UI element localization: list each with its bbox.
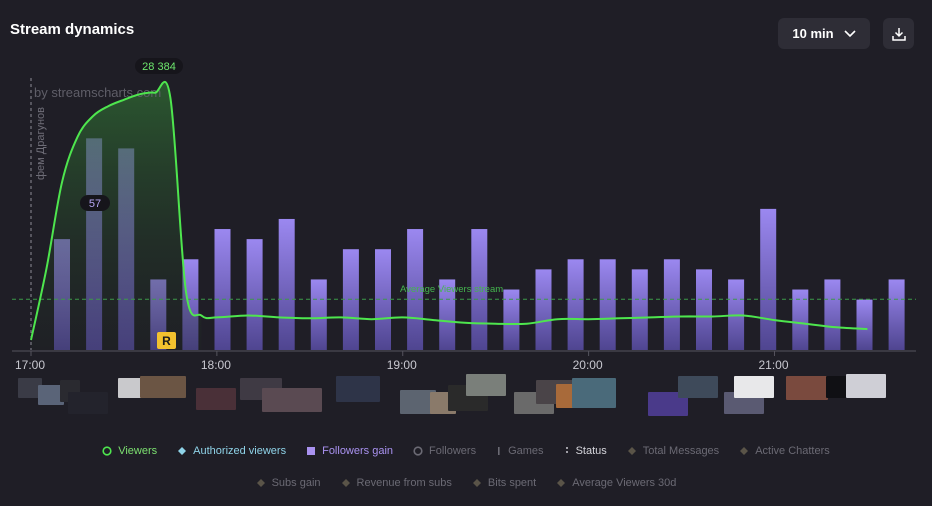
chart-title: Stream dynamics — [10, 21, 135, 38]
average-viewers-label: Average Viewers stream — [400, 284, 503, 295]
legend-item-viewers[interactable]: Viewers — [102, 445, 157, 457]
legend-label: Total Messages — [642, 445, 720, 457]
time-range-dropdown[interactable]: 10 min — [778, 18, 870, 49]
game-thumbnail[interactable] — [68, 392, 108, 414]
diamond-icon — [472, 478, 482, 488]
followers-peak-badge: 57 — [80, 195, 110, 211]
followers-gain-bar[interactable] — [471, 229, 488, 350]
legend-row-primary: Viewers Authorized viewers Followers gain F… — [0, 445, 932, 457]
game-thumbnail[interactable] — [466, 374, 506, 396]
legend-item-followers[interactable]: Followers — [413, 445, 476, 457]
followers-gain-bar[interactable] — [503, 289, 520, 350]
viewers-line — [30, 81, 868, 341]
game-thumbnail[interactable] — [572, 378, 616, 408]
diamond-icon — [256, 478, 266, 488]
legend-item-games[interactable]: Games — [496, 445, 544, 457]
followers-gain-bar[interactable] — [246, 239, 263, 350]
watermark: by streamscharts.com — [34, 85, 161, 100]
x-axis-tick-label: 18:00 — [201, 358, 231, 372]
legend-label: Games — [508, 445, 544, 457]
followers-gain-bar[interactable] — [856, 299, 873, 350]
circle-icon — [413, 446, 423, 456]
game-thumbnail[interactable] — [826, 376, 852, 398]
diamond-icon — [177, 446, 187, 456]
followers-gain-bar[interactable] — [631, 269, 648, 350]
followers-gain-bar[interactable] — [439, 279, 456, 350]
followers-gain-bar[interactable] — [535, 269, 552, 350]
circle-icon — [102, 446, 112, 456]
followers-gain-bar[interactable] — [567, 259, 584, 350]
stream-chart: фем Драгунов by streamscharts.com Averag… — [12, 58, 916, 372]
game-thumbnail[interactable] — [846, 374, 886, 398]
legend-label: Status — [575, 445, 607, 457]
viewers-area — [31, 81, 202, 351]
status-label: фем Драгунов — [35, 107, 47, 180]
followers-gain-bar[interactable] — [696, 269, 712, 350]
legend-label: Bits spent — [487, 477, 537, 489]
legend-label: Active Chatters — [755, 445, 830, 457]
legend-label: Average Viewers 30d — [572, 477, 677, 489]
legend-item-revenue-from-subs[interactable]: Revenue from subs — [341, 477, 452, 489]
rockstar-game-icon: R — [157, 332, 176, 349]
viewers-peak-badge: 28 384 — [135, 58, 183, 74]
game-thumbnail[interactable] — [786, 376, 828, 400]
legend-label: Followers gain — [322, 445, 394, 457]
diamond-icon — [739, 446, 749, 456]
followers-gain-bar[interactable] — [407, 229, 424, 350]
game-thumbnail[interactable] — [140, 376, 186, 398]
square-icon — [306, 446, 316, 456]
legend-label: Revenue from subs — [356, 477, 452, 489]
game-thumbnail[interactable] — [678, 376, 718, 398]
game-thumbnail[interactable] — [196, 388, 236, 410]
legend-label: Authorized viewers — [193, 445, 287, 457]
followers-gain-bar[interactable] — [792, 289, 809, 350]
diamond-icon — [627, 446, 637, 456]
followers-gain-bar[interactable] — [214, 229, 231, 350]
bar-icon — [496, 446, 502, 456]
legend-item-followers-gain[interactable]: Followers gain — [306, 445, 393, 457]
svg-text:R: R — [162, 334, 171, 348]
legend-item-total-messages[interactable]: Total Messages — [627, 445, 719, 457]
followers-gain-bar[interactable] — [663, 259, 680, 350]
game-thumbnail[interactable] — [336, 376, 380, 402]
game-thumbnail[interactable] — [118, 378, 144, 398]
followers-gain-bar[interactable] — [760, 208, 777, 350]
legend-label: Followers — [429, 445, 477, 457]
game-thumbnail[interactable] — [38, 385, 64, 405]
diamond-icon — [341, 478, 351, 488]
dotted-line-icon — [564, 446, 570, 456]
followers-gain-bar[interactable] — [310, 279, 327, 350]
x-axis-tick-label: 21:00 — [758, 358, 788, 372]
x-axis-tick-label: 17:00 — [15, 358, 45, 372]
game-thumbnail[interactable] — [734, 376, 774, 398]
legend-item-average-viewers-30d[interactable]: Average Viewers 30d — [556, 477, 676, 489]
followers-gain-bar[interactable] — [888, 279, 905, 350]
legend-label: Viewers — [118, 445, 158, 457]
legend-item-authorized-viewers[interactable]: Authorized viewers — [177, 445, 286, 457]
x-axis-tick-label: 20:00 — [573, 358, 603, 372]
chevron-down-icon — [844, 29, 856, 37]
legend-item-status[interactable]: Status — [564, 445, 607, 457]
legend-item-bits-spent[interactable]: Bits spent — [472, 477, 536, 489]
viewers-peak-value: 28 384 — [142, 61, 176, 73]
legend-label: Subs gain — [271, 477, 321, 489]
game-thumbnail[interactable] — [262, 388, 322, 412]
time-range-label: 10 min — [792, 26, 834, 41]
download-button[interactable] — [883, 18, 914, 49]
x-axis-tick-label: 19:00 — [387, 358, 417, 372]
followers-peak-value: 57 — [89, 198, 101, 210]
followers-gain-bar[interactable] — [824, 279, 841, 350]
followers-gain-bar[interactable] — [599, 259, 616, 350]
legend-row-secondary: Subs gain Revenue from subs Bits spent Aver… — [0, 477, 932, 489]
legend-item-subs-gain[interactable]: Subs gain — [256, 477, 321, 489]
game-thumbnail[interactable] — [18, 378, 42, 398]
diamond-icon — [556, 478, 566, 488]
followers-gain-bar[interactable] — [278, 218, 295, 350]
download-icon — [891, 27, 906, 41]
legend-item-active-chatters[interactable]: Active Chatters — [739, 445, 830, 457]
